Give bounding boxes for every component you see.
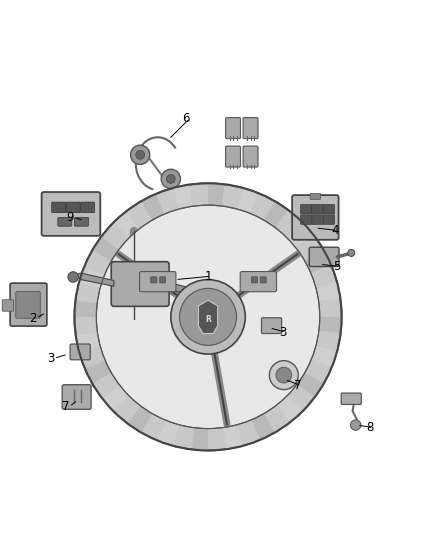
Polygon shape — [237, 188, 258, 213]
Text: 8: 8 — [367, 421, 374, 434]
Circle shape — [348, 249, 355, 256]
FancyBboxPatch shape — [251, 277, 258, 283]
Circle shape — [276, 367, 292, 383]
Polygon shape — [277, 396, 303, 422]
FancyBboxPatch shape — [260, 277, 266, 283]
FancyBboxPatch shape — [292, 195, 339, 240]
Circle shape — [269, 361, 298, 390]
FancyBboxPatch shape — [81, 202, 95, 213]
Circle shape — [68, 272, 78, 282]
Polygon shape — [103, 386, 129, 411]
FancyBboxPatch shape — [66, 202, 80, 213]
Polygon shape — [198, 300, 218, 334]
Polygon shape — [287, 222, 313, 248]
FancyBboxPatch shape — [300, 215, 312, 224]
FancyBboxPatch shape — [62, 385, 91, 409]
Text: 7: 7 — [62, 400, 70, 413]
Text: 9: 9 — [66, 211, 74, 224]
Text: R: R — [205, 314, 211, 324]
Polygon shape — [264, 201, 289, 228]
Text: 3: 3 — [279, 326, 286, 338]
FancyBboxPatch shape — [140, 271, 176, 292]
Text: 1: 1 — [204, 270, 212, 282]
Polygon shape — [74, 273, 114, 286]
FancyBboxPatch shape — [312, 204, 323, 214]
Polygon shape — [319, 317, 342, 333]
Circle shape — [136, 150, 145, 159]
Circle shape — [180, 288, 237, 345]
Polygon shape — [173, 184, 193, 209]
Circle shape — [350, 420, 361, 430]
Polygon shape — [76, 333, 100, 351]
Polygon shape — [74, 301, 97, 317]
Text: 3: 3 — [47, 352, 54, 365]
Text: 6: 6 — [182, 112, 190, 125]
Circle shape — [171, 280, 245, 354]
FancyBboxPatch shape — [111, 262, 169, 306]
Polygon shape — [113, 212, 139, 238]
FancyBboxPatch shape — [2, 300, 14, 311]
Polygon shape — [316, 282, 340, 301]
FancyBboxPatch shape — [261, 318, 282, 334]
FancyBboxPatch shape — [300, 204, 312, 214]
Polygon shape — [297, 373, 324, 397]
Circle shape — [74, 183, 342, 450]
FancyBboxPatch shape — [226, 118, 240, 139]
FancyBboxPatch shape — [243, 118, 258, 139]
FancyBboxPatch shape — [151, 277, 157, 283]
Polygon shape — [166, 282, 191, 294]
Polygon shape — [311, 346, 337, 367]
Text: 7: 7 — [294, 379, 302, 392]
Polygon shape — [141, 194, 164, 220]
FancyBboxPatch shape — [240, 271, 276, 292]
FancyBboxPatch shape — [74, 217, 88, 226]
Circle shape — [161, 169, 180, 189]
Text: 4: 4 — [331, 224, 339, 237]
Polygon shape — [85, 360, 111, 384]
Polygon shape — [252, 414, 275, 440]
Circle shape — [131, 145, 150, 165]
Polygon shape — [192, 427, 208, 450]
Polygon shape — [208, 183, 224, 206]
Text: 5: 5 — [334, 260, 341, 273]
FancyBboxPatch shape — [312, 215, 323, 224]
Circle shape — [96, 205, 320, 429]
FancyBboxPatch shape — [42, 192, 100, 236]
FancyBboxPatch shape — [323, 215, 335, 224]
FancyBboxPatch shape — [226, 146, 240, 167]
Polygon shape — [79, 267, 105, 288]
FancyBboxPatch shape — [341, 393, 361, 405]
Polygon shape — [223, 425, 243, 449]
Polygon shape — [92, 237, 119, 261]
Circle shape — [166, 174, 175, 183]
FancyBboxPatch shape — [309, 247, 339, 266]
FancyBboxPatch shape — [58, 217, 72, 226]
Text: 2: 2 — [29, 312, 37, 325]
Polygon shape — [158, 421, 179, 446]
FancyBboxPatch shape — [159, 277, 166, 283]
FancyBboxPatch shape — [10, 283, 47, 326]
FancyBboxPatch shape — [323, 204, 335, 214]
FancyBboxPatch shape — [16, 292, 40, 318]
FancyBboxPatch shape — [310, 193, 321, 199]
FancyBboxPatch shape — [52, 202, 66, 213]
Polygon shape — [305, 250, 331, 273]
FancyBboxPatch shape — [70, 344, 90, 360]
FancyBboxPatch shape — [243, 146, 258, 167]
Polygon shape — [127, 406, 152, 433]
